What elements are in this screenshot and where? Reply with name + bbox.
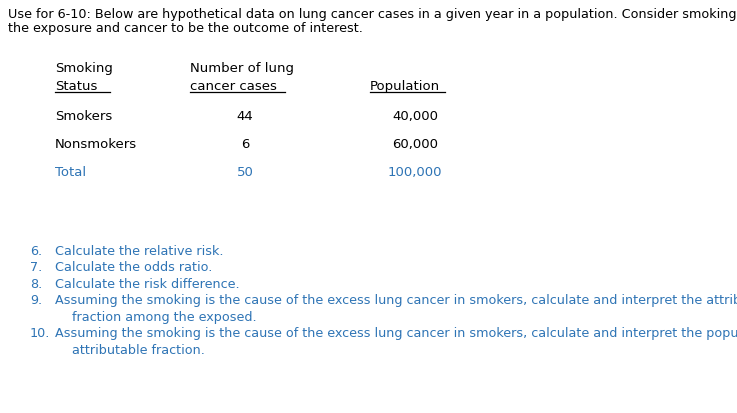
Text: 6.: 6. (30, 244, 42, 257)
Text: 10.: 10. (30, 327, 50, 339)
Text: Assuming the smoking is the cause of the excess lung cancer in smokers, calculat: Assuming the smoking is the cause of the… (55, 294, 737, 307)
Text: the exposure and cancer to be the outcome of interest.: the exposure and cancer to be the outcom… (8, 22, 363, 35)
Text: 44: 44 (237, 110, 254, 123)
Text: Population: Population (370, 80, 440, 93)
Text: 8.: 8. (30, 277, 42, 290)
Text: Calculate the risk difference.: Calculate the risk difference. (55, 277, 240, 290)
Text: 9.: 9. (30, 294, 42, 307)
Text: 7.: 7. (30, 261, 42, 274)
Text: Calculate the odds ratio.: Calculate the odds ratio. (55, 261, 212, 274)
Text: attributable fraction.: attributable fraction. (72, 343, 205, 356)
Text: 100,000: 100,000 (388, 166, 442, 178)
Text: fraction among the exposed.: fraction among the exposed. (72, 310, 256, 323)
Text: Number of lung: Number of lung (190, 62, 294, 75)
Text: 40,000: 40,000 (392, 110, 438, 123)
Text: cancer cases: cancer cases (190, 80, 277, 93)
Text: Total: Total (55, 166, 86, 178)
Text: 6: 6 (241, 138, 249, 151)
Text: 60,000: 60,000 (392, 138, 438, 151)
Text: Status: Status (55, 80, 97, 93)
Text: 50: 50 (237, 166, 254, 178)
Text: Assuming the smoking is the cause of the excess lung cancer in smokers, calculat: Assuming the smoking is the cause of the… (55, 327, 737, 339)
Text: Calculate the relative risk.: Calculate the relative risk. (55, 244, 223, 257)
Text: Smokers: Smokers (55, 110, 112, 123)
Text: Smoking: Smoking (55, 62, 113, 75)
Text: Use for 6-10: Below are hypothetical data on lung cancer cases in a given year i: Use for 6-10: Below are hypothetical dat… (8, 8, 737, 21)
Text: Nonsmokers: Nonsmokers (55, 138, 137, 151)
